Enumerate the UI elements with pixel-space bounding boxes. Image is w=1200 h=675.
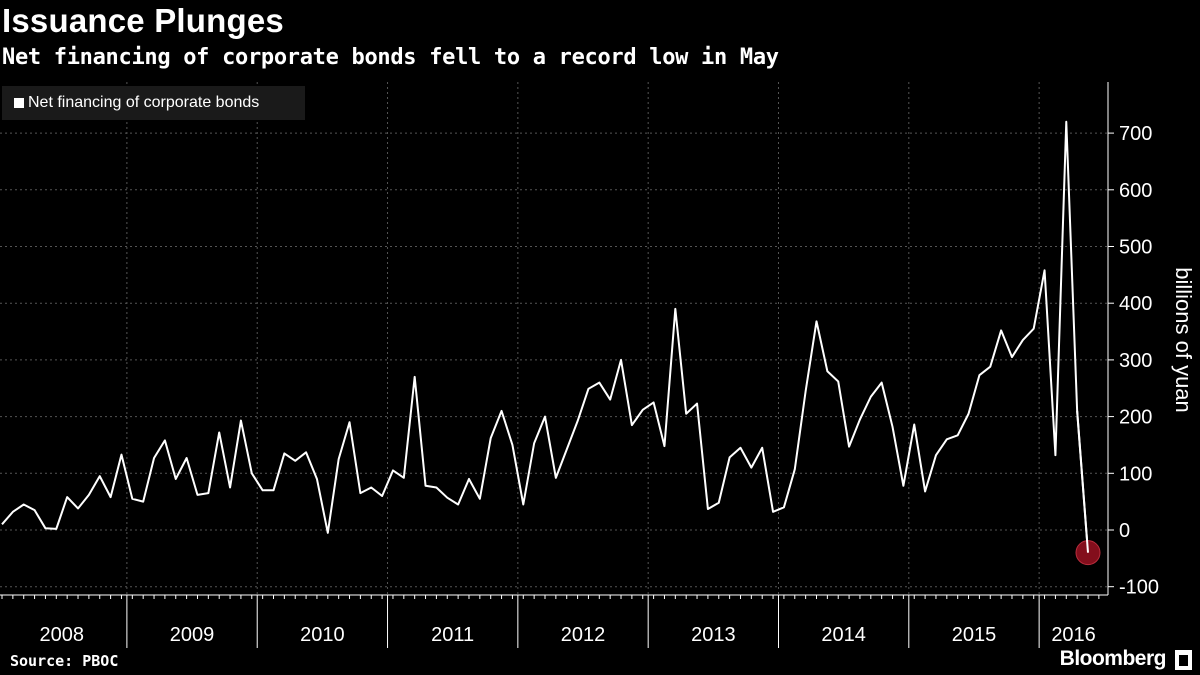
- y-tick-label: 0: [1119, 520, 1130, 542]
- y-tick-label: 200: [1119, 407, 1152, 429]
- y-tick-label: 500: [1119, 237, 1152, 259]
- x-tick-label: 2012: [561, 624, 606, 646]
- legend-swatch: [14, 98, 24, 108]
- x-tick-label: 2014: [821, 624, 866, 646]
- brand-logo-text: Bloomberg: [1059, 647, 1167, 670]
- x-tick-label: 2010: [300, 624, 345, 646]
- x-tick-label: 2016: [1051, 624, 1096, 646]
- y-tick-label: 300: [1119, 350, 1152, 372]
- y-tick-label: -100: [1119, 577, 1159, 599]
- y-axis-label: billions of yuan: [1171, 267, 1196, 413]
- x-tick-label: 2011: [431, 624, 474, 646]
- x-tick-label: 2013: [691, 624, 736, 646]
- legend-label: Net financing of corporate bonds: [28, 94, 260, 111]
- tick-labels: -100 0 100 200 300 400 500 600 700 billions of yu…: [39, 123, 1196, 646]
- chart-title: Issuance Plunges: [2, 2, 284, 39]
- series-layer: [1, 120, 1089, 553]
- x-tick-label: 2008: [39, 624, 84, 646]
- source-note: Source: PBOC: [10, 652, 119, 670]
- legend: Net financing of corporate bonds: [2, 86, 305, 120]
- axes: [0, 82, 1114, 648]
- highlight-segment: [1076, 410, 1089, 553]
- y-tick-label: 100: [1119, 463, 1152, 485]
- highlight-layer: [1075, 410, 1101, 566]
- y-tick-label: 600: [1119, 180, 1152, 202]
- y-tick-label: 700: [1119, 123, 1152, 145]
- y-tick-label: 400: [1119, 293, 1152, 315]
- x-tick-label: 2009: [170, 624, 215, 646]
- grid-lines: [0, 82, 1108, 595]
- series-line: [1, 120, 1089, 553]
- bloomberg-icon: [1175, 650, 1192, 670]
- x-tick-label: 2015: [952, 624, 997, 646]
- chart-subtitle: Net financing of corporate bonds fell to…: [2, 45, 779, 70]
